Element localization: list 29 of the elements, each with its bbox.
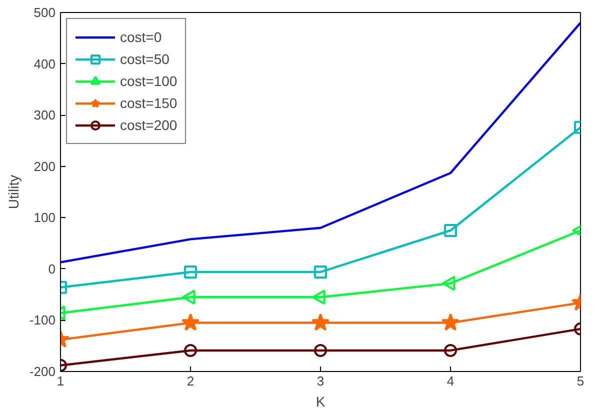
x-axis-title: K [316, 394, 326, 410]
point [442, 276, 456, 291]
point [311, 313, 330, 331]
legend-label: cost=150 [120, 95, 178, 111]
y-tick-label: 500 [34, 5, 56, 20]
legend-label: cost=100 [120, 73, 178, 89]
y-tick-label: 400 [34, 56, 56, 72]
x-tick-label: 1 [56, 374, 64, 388]
legend-label: cost=50 [120, 51, 170, 67]
x-tick-label: 4 [446, 374, 454, 388]
y-tick-label: 200 [34, 158, 56, 174]
y-axis-title: Utility [5, 174, 22, 210]
legend-label: cost=200 [120, 117, 178, 133]
legend-label: cost=0 [120, 29, 162, 45]
point [184, 266, 197, 279]
y-tick-label: 0 [48, 261, 56, 276]
line-series [60, 22, 580, 264]
point [312, 290, 326, 305]
y-tick-label: 300 [34, 108, 56, 123]
y-tick-label: 100 [34, 210, 56, 226]
y-tick-label: -100 [29, 312, 56, 328]
x-tick-label: 5 [576, 374, 584, 388]
x-tick-label: 3 [316, 374, 324, 388]
point [314, 266, 327, 279]
point [184, 344, 197, 357]
x-tick-label: 2 [186, 374, 194, 388]
y-tick-label: -200 [29, 364, 56, 379]
point [181, 313, 200, 331]
point [314, 344, 327, 357]
